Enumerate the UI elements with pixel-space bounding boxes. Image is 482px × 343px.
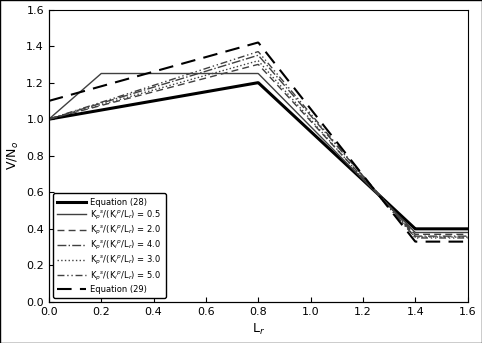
Equation (29)	[46, 99, 52, 103]
Y-axis label: V/N$_o$: V/N$_o$	[6, 141, 21, 170]
K$_p$$^s$/(K$_i$$^p$/L$_r$) = 5.0	[290, 90, 295, 94]
K$_p$$^s$/(K$_i$$^p$/L$_r$) = 3.0	[364, 181, 370, 185]
Equation (28)	[413, 227, 419, 231]
Equation (28)	[255, 81, 261, 85]
Equation (28)	[364, 182, 370, 186]
K$_p$$^s$/(K$_i$$^p$/L$_r$) = 5.0	[301, 103, 307, 107]
Equation (29)	[313, 114, 319, 118]
Line: K$_p$$^s$/(K$_i$$^p$/L$_r$) = 2.0: K$_p$$^s$/(K$_i$$^p$/L$_r$) = 2.0	[49, 64, 468, 234]
K$_p$$^s$/(K$_i$$^p$/L$_r$) = 3.0	[46, 117, 52, 121]
Equation (29)	[72, 92, 78, 96]
K$_p$$^s$/(K$_i$$^p$/L$_r$) = 4.0	[290, 93, 295, 97]
K$_p$$^s$/(K$_i$$^p$/L$_r$) = 5.0	[465, 236, 470, 240]
K$_p$$^s$/(K$_i$$^p$/L$_r$) = 5.0	[407, 229, 413, 234]
Line: K$_p$$^s$/(K$_i$$^p$/L$_r$) = 5.0: K$_p$$^s$/(K$_i$$^p$/L$_r$) = 5.0	[49, 52, 468, 238]
K$_p$$^s$/(K$_i$$^p$/L$_r$) = 4.0	[465, 234, 470, 238]
K$_p$$^s$/(K$_i$$^p$/L$_r$) = 2.0	[301, 111, 307, 116]
Equation (28)	[407, 222, 413, 226]
K$_p$$^s$/(K$_i$$^p$/L$_r$) = 2.0	[465, 232, 470, 236]
K$_p$$^s$/(K$_i$$^p$/L$_r$) = 5.0	[72, 109, 78, 113]
K$_p$$^s$/(K$_i$$^p$/L$_r$) = 3.0	[255, 59, 261, 63]
K$_p$$^s$/(K$_i$$^p$/L$_r$) = 4.0	[407, 228, 413, 232]
K$_p$$^s$/(K$_i$$^p$/L$_r$) = 0.5	[72, 95, 78, 99]
Equation (28)	[465, 227, 470, 231]
Legend: Equation (28), K$_p$$^s$/(K$_i$$^p$/L$_r$) = 0.5, K$_p$$^s$/(K$_i$$^p$/L$_r$) = : Equation (28), K$_p$$^s$/(K$_i$$^p$/L$_r…	[53, 193, 166, 298]
K$_p$$^s$/(K$_i$$^p$/L$_r$) = 0.5	[413, 230, 419, 235]
K$_p$$^s$/(K$_i$$^p$/L$_r$) = 5.0	[413, 236, 419, 240]
Equation (28)	[72, 113, 78, 117]
K$_p$$^s$/(K$_i$$^p$/L$_r$) = 5.0	[364, 179, 370, 183]
K$_p$$^s$/(K$_i$$^p$/L$_r$) = 4.0	[313, 120, 319, 124]
K$_p$$^s$/(K$_i$$^p$/L$_r$) = 3.0	[413, 235, 419, 239]
Equation (29)	[364, 178, 370, 182]
K$_p$$^s$/(K$_i$$^p$/L$_r$) = 5.0	[313, 118, 319, 122]
K$_p$$^s$/(K$_i$$^p$/L$_r$) = 0.5	[46, 117, 52, 121]
K$_p$$^s$/(K$_i$$^p$/L$_r$) = 2.0	[313, 125, 319, 129]
Line: Equation (29): Equation (29)	[49, 43, 468, 241]
Line: K$_p$$^s$/(K$_i$$^p$/L$_r$) = 3.0: K$_p$$^s$/(K$_i$$^p$/L$_r$) = 3.0	[49, 61, 468, 237]
Line: K$_p$$^s$/(K$_i$$^p$/L$_r$) = 0.5: K$_p$$^s$/(K$_i$$^p$/L$_r$) = 0.5	[49, 73, 468, 233]
K$_p$$^s$/(K$_i$$^p$/L$_r$) = 3.0	[72, 110, 78, 114]
Equation (28)	[313, 134, 319, 139]
K$_p$$^s$/(K$_i$$^p$/L$_r$) = 2.0	[364, 180, 370, 184]
K$_p$$^s$/(K$_i$$^p$/L$_r$) = 3.0	[407, 229, 413, 233]
K$_p$$^s$/(K$_i$$^p$/L$_r$) = 3.0	[290, 97, 295, 101]
Equation (28)	[46, 117, 52, 121]
K$_p$$^s$/(K$_i$$^p$/L$_r$) = 0.5	[407, 225, 413, 229]
K$_p$$^s$/(K$_i$$^p$/L$_r$) = 4.0	[413, 234, 419, 238]
K$_p$$^s$/(K$_i$$^p$/L$_r$) = 4.0	[46, 117, 52, 121]
K$_p$$^s$/(K$_i$$^p$/L$_r$) = 0.5	[98, 71, 104, 75]
K$_p$$^s$/(K$_i$$^p$/L$_r$) = 0.5	[313, 130, 319, 134]
X-axis label: L$_r$: L$_r$	[252, 322, 265, 338]
K$_p$$^s$/(K$_i$$^p$/L$_r$) = 3.0	[301, 109, 307, 114]
K$_p$$^s$/(K$_i$$^p$/L$_r$) = 2.0	[407, 226, 413, 230]
K$_p$$^s$/(K$_i$$^p$/L$_r$) = 3.0	[465, 235, 470, 239]
K$_p$$^s$/(K$_i$$^p$/L$_r$) = 0.5	[290, 106, 295, 110]
K$_p$$^s$/(K$_i$$^p$/L$_r$) = 0.5	[301, 117, 307, 121]
K$_p$$^s$/(K$_i$$^p$/L$_r$) = 2.0	[290, 99, 295, 104]
K$_p$$^s$/(K$_i$$^p$/L$_r$) = 4.0	[301, 105, 307, 109]
K$_p$$^s$/(K$_i$$^p$/L$_r$) = 4.0	[72, 109, 78, 114]
K$_p$$^s$/(K$_i$$^p$/L$_r$) = 3.0	[313, 124, 319, 128]
K$_p$$^s$/(K$_i$$^p$/L$_r$) = 0.5	[364, 181, 370, 186]
K$_p$$^s$/(K$_i$$^p$/L$_r$) = 5.0	[46, 117, 52, 121]
K$_p$$^s$/(K$_i$$^p$/L$_r$) = 4.0	[255, 53, 261, 57]
Equation (29)	[413, 239, 419, 244]
Equation (29)	[407, 233, 413, 237]
K$_p$$^s$/(K$_i$$^p$/L$_r$) = 2.0	[46, 117, 52, 121]
Equation (29)	[301, 98, 307, 102]
Line: Equation (28): Equation (28)	[49, 83, 468, 229]
Line: K$_p$$^s$/(K$_i$$^p$/L$_r$) = 4.0: K$_p$$^s$/(K$_i$$^p$/L$_r$) = 4.0	[49, 55, 468, 236]
Equation (28)	[290, 113, 295, 117]
K$_p$$^s$/(K$_i$$^p$/L$_r$) = 0.5	[465, 230, 470, 235]
K$_p$$^s$/(K$_i$$^p$/L$_r$) = 2.0	[72, 110, 78, 115]
Equation (29)	[255, 40, 261, 45]
Equation (29)	[290, 84, 295, 88]
K$_p$$^s$/(K$_i$$^p$/L$_r$) = 2.0	[255, 62, 261, 67]
K$_p$$^s$/(K$_i$$^p$/L$_r$) = 5.0	[255, 50, 261, 54]
K$_p$$^s$/(K$_i$$^p$/L$_r$) = 2.0	[413, 232, 419, 236]
Equation (29)	[465, 239, 470, 244]
K$_p$$^s$/(K$_i$$^p$/L$_r$) = 4.0	[364, 178, 370, 182]
Equation (28)	[301, 123, 307, 127]
